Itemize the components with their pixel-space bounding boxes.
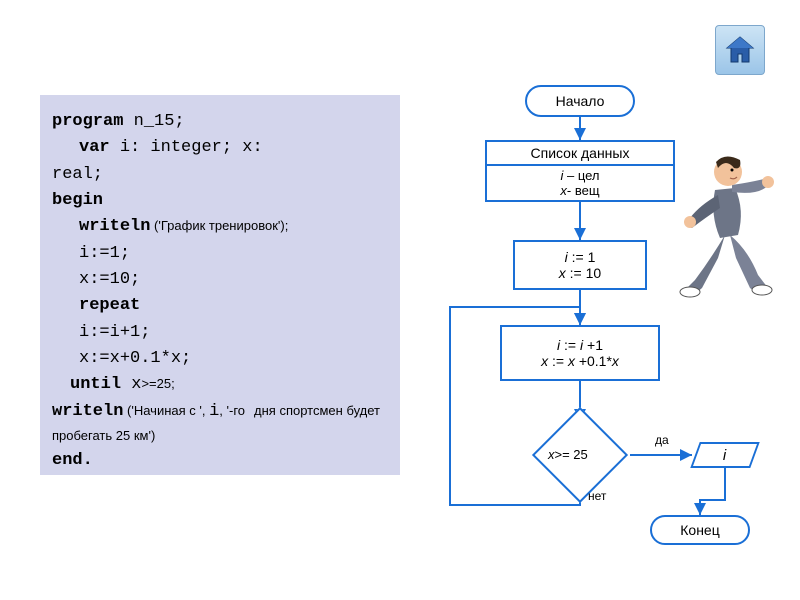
code-panel: program n_15; var i: integer; x: real; b… (40, 95, 400, 475)
home-icon (723, 33, 757, 67)
flow-body: i := i +1 x := x +0.1*x (500, 325, 660, 381)
kw-program: program (52, 112, 123, 131)
flow-decision: x>= 25 (546, 421, 614, 489)
flow-init: i := 1 x := 10 (513, 240, 647, 290)
runner-illustration (670, 140, 780, 300)
home-button[interactable] (715, 25, 765, 75)
flow-output: i (690, 442, 759, 468)
flow-data: Список данных i – цел x- вещ (485, 140, 675, 202)
edge-no: нет (588, 489, 606, 503)
edge-yes: да (655, 433, 669, 447)
flow-end: Конец (650, 515, 750, 545)
flow-start: Начало (525, 85, 635, 117)
